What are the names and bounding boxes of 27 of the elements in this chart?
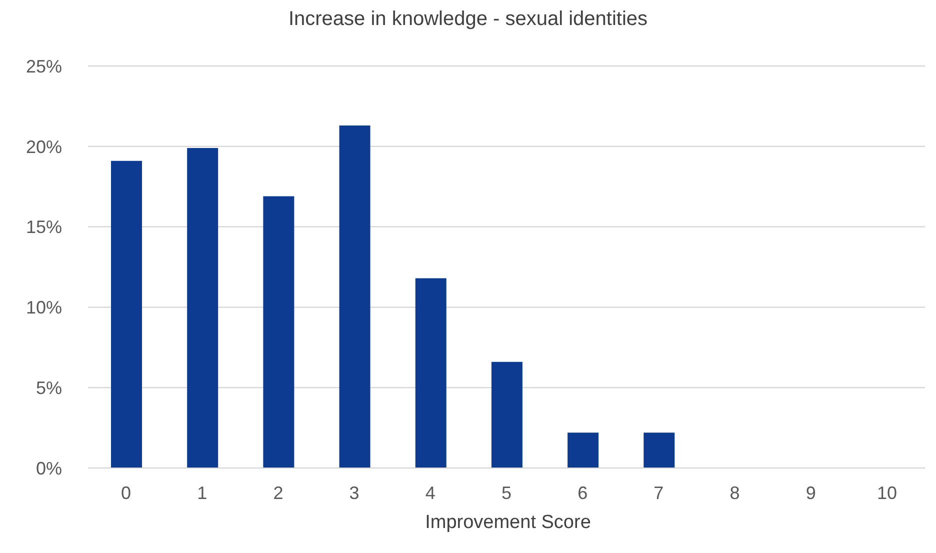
y-tick-label: 10% [26,298,62,318]
x-tick-label: 3 [349,482,360,503]
x-tick-label: 9 [806,482,816,503]
y-tick-label: 5% [36,378,62,398]
x-tick-label: 2 [273,482,284,503]
y-tick-label: 15% [26,217,62,238]
bar [111,160,142,468]
bar [568,432,599,468]
bar [339,125,370,468]
x-tick-label: 0 [121,482,132,503]
bar [263,196,294,468]
x-tick-label: 7 [654,482,664,503]
y-tick-label: 20% [26,136,62,157]
bar [415,278,446,468]
bar [491,362,522,468]
x-tick-label: 8 [730,482,740,503]
x-tick-label: 4 [425,482,436,503]
chart-title: Increase in knowledge - sexual identities [287,8,649,32]
y-tick-label: 25% [26,56,62,76]
bar [187,148,218,468]
x-tick-label: 5 [501,482,512,503]
bar [644,432,675,468]
x-tick-label: 1 [197,482,208,503]
y-tick-label: 0% [36,458,62,478]
x-axis-title: Improvement Score [424,512,592,534]
x-tick-label: 10 [876,482,897,503]
x-tick-label: 6 [578,482,588,503]
